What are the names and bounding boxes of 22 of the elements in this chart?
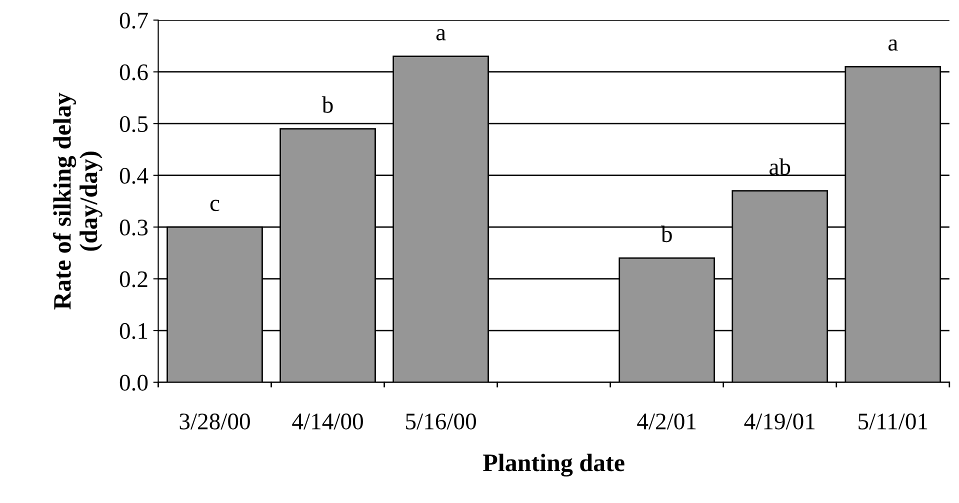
x-axis-title: Planting date [483, 454, 624, 477]
data-label: c [210, 200, 220, 212]
y-tick-label: 0.3 [120, 220, 148, 236]
y-tick-label: 0.0 [120, 374, 148, 391]
y-tick-label: 0.1 [120, 323, 148, 340]
x-tick-label: 4/2/01 [637, 414, 696, 430]
x-tick-label: 3/28/00 [180, 414, 250, 430]
x-tick-label: 5/16/00 [406, 414, 476, 430]
y-tick-label: 0.4 [120, 168, 148, 184]
x-tick-label: 4/19/01 [744, 414, 815, 430]
data-label: b [322, 96, 333, 113]
y-tick-label: 0.5 [120, 116, 148, 132]
data-label: ab [770, 158, 790, 175]
data-label: b [660, 226, 672, 242]
y-axis-title: Rate of silking delay (day/day) [53, 92, 102, 310]
y-tick-label: 0.6 [120, 64, 148, 80]
data-label: a [888, 39, 898, 51]
y-tick-label: 0.2 [120, 271, 148, 288]
x-tick-label: 4/14/00 [292, 414, 363, 430]
data-label: a [436, 29, 446, 40]
y-tick-label: 0.7 [120, 12, 148, 29]
x-tick-label: 5/11/01 [858, 414, 928, 430]
